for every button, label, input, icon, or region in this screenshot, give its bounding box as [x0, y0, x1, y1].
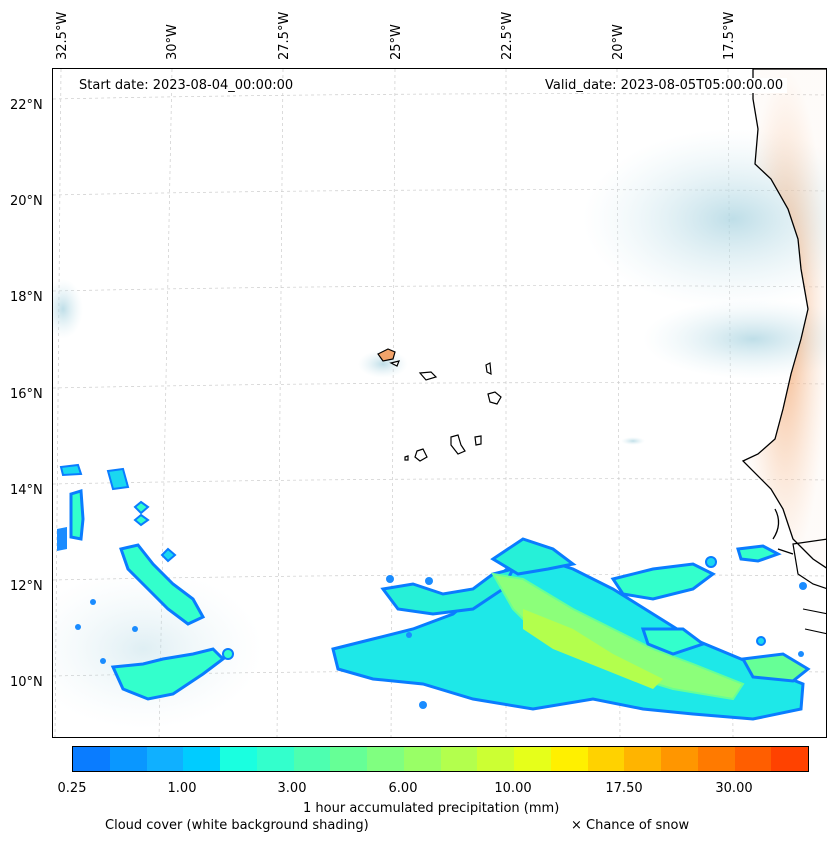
colorbar-segment-1 — [109, 747, 147, 771]
colorbar-segment-14 — [587, 747, 625, 771]
colorbar-tick-5: 17.50 — [605, 781, 643, 796]
colorbar-tick-6: 30.00 — [715, 781, 753, 796]
colorbar-segment-16 — [661, 747, 698, 771]
lon-label-32-5w: 32.5°W — [55, 11, 70, 60]
lon-label-27-5w: 27.5°W — [277, 11, 292, 60]
lat-label-18n: 18°N — [10, 290, 43, 305]
colorbar-tick-4: 10.00 — [494, 781, 532, 796]
colorbar-tick-0: 0.25 — [57, 781, 87, 796]
colorbar — [72, 746, 809, 772]
colorbar-segment-12 — [514, 747, 551, 771]
colorbar-label: 1 hour accumulated precipitation (mm) — [303, 801, 560, 816]
colorbar-tick-3: 6.00 — [388, 781, 418, 796]
snow-legend: × Chance of snow — [571, 818, 690, 833]
map-canvas — [53, 69, 826, 737]
colorbar-segment-3 — [183, 747, 220, 771]
colorbar-segment-4 — [220, 747, 257, 771]
precipitation-field — [57, 463, 811, 721]
map-panel[interactable] — [52, 68, 827, 738]
colorbar-tick-2: 3.00 — [277, 781, 307, 796]
lon-label-25w: 25°W — [389, 24, 404, 60]
lat-label-14n: 14°N — [10, 483, 43, 498]
colorbar-segment-15 — [624, 747, 661, 771]
cape-verde-islands — [377, 348, 502, 462]
colorbar-tick-1: 1.00 — [167, 781, 197, 796]
lat-label-20n: 20°N — [10, 194, 43, 209]
lat-label-22n: 22°N — [10, 98, 43, 113]
lat-label-12n: 12°N — [10, 579, 43, 594]
lon-label-22-5w: 22.5°W — [500, 11, 515, 60]
colorbar-segment-8 — [367, 747, 404, 771]
colorbar-segment-6 — [293, 747, 331, 771]
colorbar-segment-2 — [146, 747, 184, 771]
valid-date-label: Valid_date: 2023-08-05T05:00:00.00 — [541, 78, 788, 93]
lat-label-16n: 16°N — [10, 387, 43, 402]
colorbar-segment-0 — [73, 747, 110, 771]
colorbar-segment-9 — [403, 747, 441, 771]
colorbar-segment-18 — [734, 747, 772, 771]
colorbar-segment-10 — [440, 747, 478, 771]
colorbar-segment-17 — [697, 747, 735, 771]
lat-label-10n: 10°N — [10, 675, 43, 690]
colorbar-segment-13 — [550, 747, 588, 771]
cloud-cover-legend: Cloud cover (white background shading) — [105, 818, 369, 833]
colorbar-segment-19 — [771, 747, 808, 771]
lon-label-30w: 30°W — [165, 24, 180, 60]
colorbar-segment-11 — [477, 747, 514, 771]
africa-coast — [741, 69, 826, 635]
colorbar-segment-7 — [330, 747, 367, 771]
start-date-label: Start date: 2023-08-04_00:00:00 — [75, 78, 298, 93]
lon-label-20w: 20°W — [611, 24, 626, 60]
lon-label-17-5w: 17.5°W — [722, 11, 737, 60]
colorbar-segment-5 — [256, 747, 294, 771]
